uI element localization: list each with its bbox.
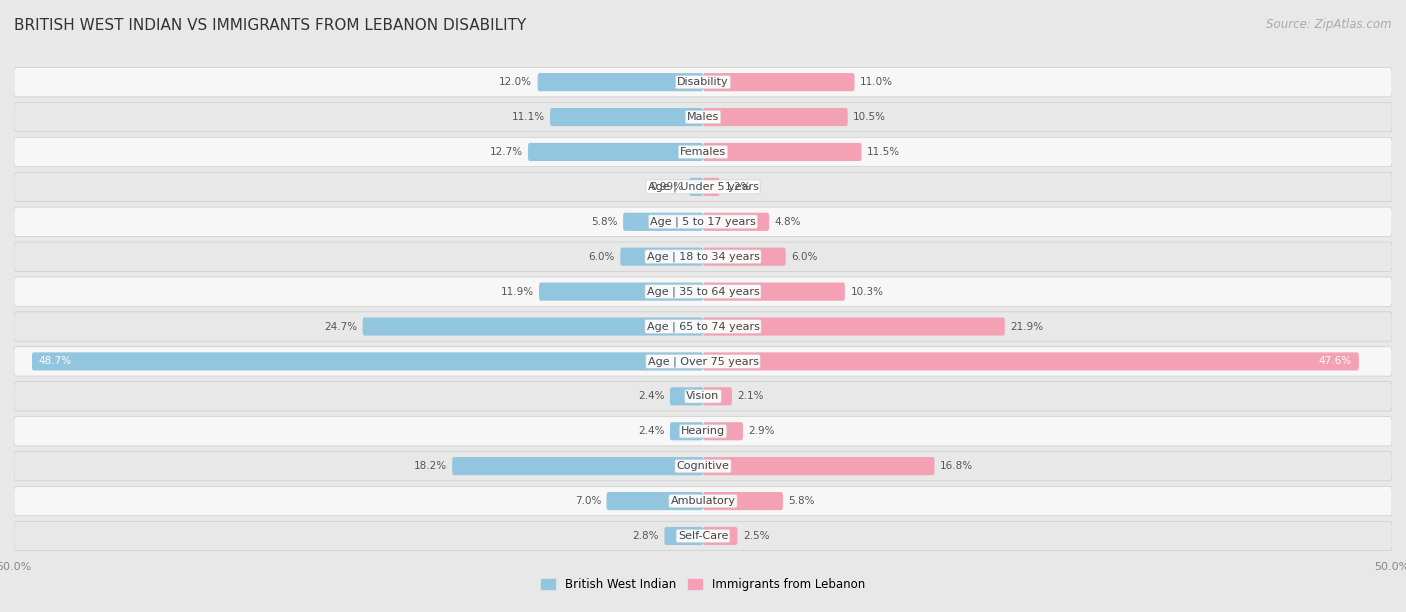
Text: 12.7%: 12.7% [489, 147, 523, 157]
Text: BRITISH WEST INDIAN VS IMMIGRANTS FROM LEBANON DISABILITY: BRITISH WEST INDIAN VS IMMIGRANTS FROM L… [14, 18, 526, 34]
FancyBboxPatch shape [14, 102, 1392, 132]
FancyBboxPatch shape [14, 242, 1392, 271]
Text: 2.4%: 2.4% [638, 391, 665, 401]
Text: 2.5%: 2.5% [742, 531, 769, 541]
Text: Age | Under 5 years: Age | Under 5 years [648, 182, 758, 192]
FancyBboxPatch shape [606, 492, 703, 510]
FancyBboxPatch shape [453, 457, 703, 476]
Text: 0.99%: 0.99% [651, 182, 683, 192]
Text: 11.1%: 11.1% [512, 112, 544, 122]
FancyBboxPatch shape [703, 353, 1358, 370]
Text: 5.8%: 5.8% [591, 217, 617, 227]
FancyBboxPatch shape [703, 492, 783, 510]
FancyBboxPatch shape [14, 67, 1392, 97]
Text: 4.8%: 4.8% [775, 217, 801, 227]
Text: 2.4%: 2.4% [638, 426, 665, 436]
FancyBboxPatch shape [14, 172, 1392, 201]
Text: Age | 65 to 74 years: Age | 65 to 74 years [647, 321, 759, 332]
Text: Ambulatory: Ambulatory [671, 496, 735, 506]
FancyBboxPatch shape [14, 521, 1392, 551]
Text: Age | 5 to 17 years: Age | 5 to 17 years [650, 217, 756, 227]
Text: Age | 18 to 34 years: Age | 18 to 34 years [647, 252, 759, 262]
Text: 47.6%: 47.6% [1319, 356, 1353, 367]
FancyBboxPatch shape [14, 312, 1392, 341]
Text: 10.3%: 10.3% [851, 286, 883, 297]
FancyBboxPatch shape [14, 487, 1392, 516]
Legend: British West Indian, Immigrants from Lebanon: British West Indian, Immigrants from Leb… [537, 573, 869, 595]
FancyBboxPatch shape [14, 347, 1392, 376]
Text: 16.8%: 16.8% [941, 461, 973, 471]
FancyBboxPatch shape [689, 178, 703, 196]
FancyBboxPatch shape [14, 452, 1392, 481]
Text: Vision: Vision [686, 391, 720, 401]
Text: 2.9%: 2.9% [748, 426, 775, 436]
FancyBboxPatch shape [363, 318, 703, 335]
FancyBboxPatch shape [703, 527, 738, 545]
FancyBboxPatch shape [620, 248, 703, 266]
FancyBboxPatch shape [32, 353, 703, 370]
Text: 24.7%: 24.7% [323, 321, 357, 332]
Text: 48.7%: 48.7% [39, 356, 72, 367]
FancyBboxPatch shape [703, 178, 720, 196]
Text: 18.2%: 18.2% [413, 461, 447, 471]
FancyBboxPatch shape [703, 457, 935, 476]
FancyBboxPatch shape [550, 108, 703, 126]
Text: 21.9%: 21.9% [1011, 321, 1043, 332]
FancyBboxPatch shape [703, 283, 845, 300]
Text: Cognitive: Cognitive [676, 461, 730, 471]
Text: Self-Care: Self-Care [678, 531, 728, 541]
Text: Age | 35 to 64 years: Age | 35 to 64 years [647, 286, 759, 297]
Text: Females: Females [681, 147, 725, 157]
Text: Age | Over 75 years: Age | Over 75 years [648, 356, 758, 367]
FancyBboxPatch shape [703, 387, 733, 405]
Text: Source: ZipAtlas.com: Source: ZipAtlas.com [1267, 18, 1392, 31]
FancyBboxPatch shape [669, 387, 703, 405]
Text: Hearing: Hearing [681, 426, 725, 436]
Text: 5.8%: 5.8% [789, 496, 815, 506]
Text: 6.0%: 6.0% [589, 252, 614, 262]
FancyBboxPatch shape [623, 213, 703, 231]
Text: Disability: Disability [678, 77, 728, 87]
FancyBboxPatch shape [669, 422, 703, 440]
Text: 11.9%: 11.9% [501, 286, 533, 297]
FancyBboxPatch shape [703, 213, 769, 231]
FancyBboxPatch shape [703, 143, 862, 161]
FancyBboxPatch shape [14, 277, 1392, 306]
FancyBboxPatch shape [703, 108, 848, 126]
FancyBboxPatch shape [14, 382, 1392, 411]
FancyBboxPatch shape [537, 73, 703, 91]
Text: Males: Males [688, 112, 718, 122]
FancyBboxPatch shape [703, 73, 855, 91]
Text: 2.1%: 2.1% [738, 391, 763, 401]
FancyBboxPatch shape [538, 283, 703, 300]
FancyBboxPatch shape [14, 137, 1392, 166]
Text: 6.0%: 6.0% [792, 252, 817, 262]
FancyBboxPatch shape [529, 143, 703, 161]
Text: 12.0%: 12.0% [499, 77, 531, 87]
FancyBboxPatch shape [703, 318, 1005, 335]
Text: 7.0%: 7.0% [575, 496, 600, 506]
Text: 11.5%: 11.5% [868, 147, 900, 157]
FancyBboxPatch shape [14, 417, 1392, 446]
Text: 10.5%: 10.5% [853, 112, 886, 122]
Text: 11.0%: 11.0% [860, 77, 893, 87]
Text: 1.2%: 1.2% [725, 182, 752, 192]
FancyBboxPatch shape [665, 527, 703, 545]
FancyBboxPatch shape [703, 248, 786, 266]
FancyBboxPatch shape [703, 422, 742, 440]
FancyBboxPatch shape [14, 207, 1392, 236]
Text: 2.8%: 2.8% [633, 531, 659, 541]
